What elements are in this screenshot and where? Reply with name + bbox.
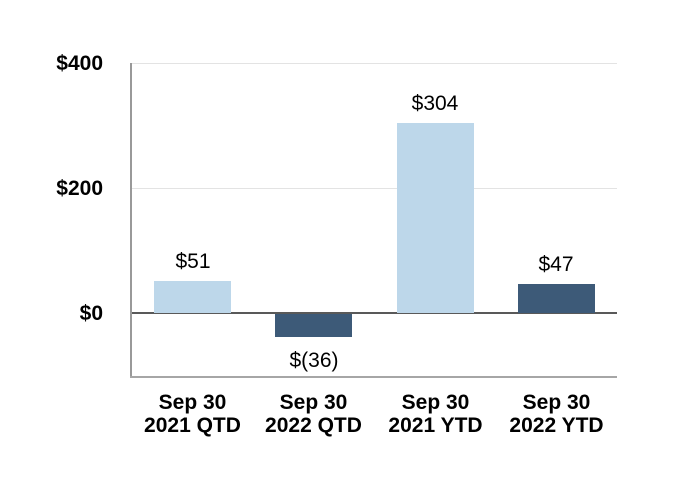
bar-value-label: $(36) — [289, 349, 339, 372]
bar — [275, 314, 352, 337]
bar — [154, 281, 231, 313]
y-axis-line — [130, 63, 132, 378]
x-axis-line — [130, 376, 617, 378]
y-tick-label: $400 — [56, 52, 103, 75]
gridline — [132, 188, 617, 189]
bar-value-label: $51 — [175, 250, 211, 273]
x-category-label: Sep 30 2021 QTD — [144, 391, 241, 437]
x-category-label: Sep 30 2022 QTD — [265, 391, 362, 437]
y-tick-label: $0 — [79, 302, 103, 325]
bar-value-label: $304 — [411, 92, 459, 115]
zero-line — [132, 312, 617, 314]
x-category-label: Sep 30 2021 YTD — [388, 391, 483, 437]
bar-value-label: $47 — [538, 253, 574, 276]
bar — [518, 284, 595, 313]
bar — [397, 123, 474, 313]
x-category-label: Sep 30 2022 YTD — [509, 391, 604, 437]
gridline — [132, 63, 617, 64]
y-tick-label: $200 — [56, 177, 103, 200]
